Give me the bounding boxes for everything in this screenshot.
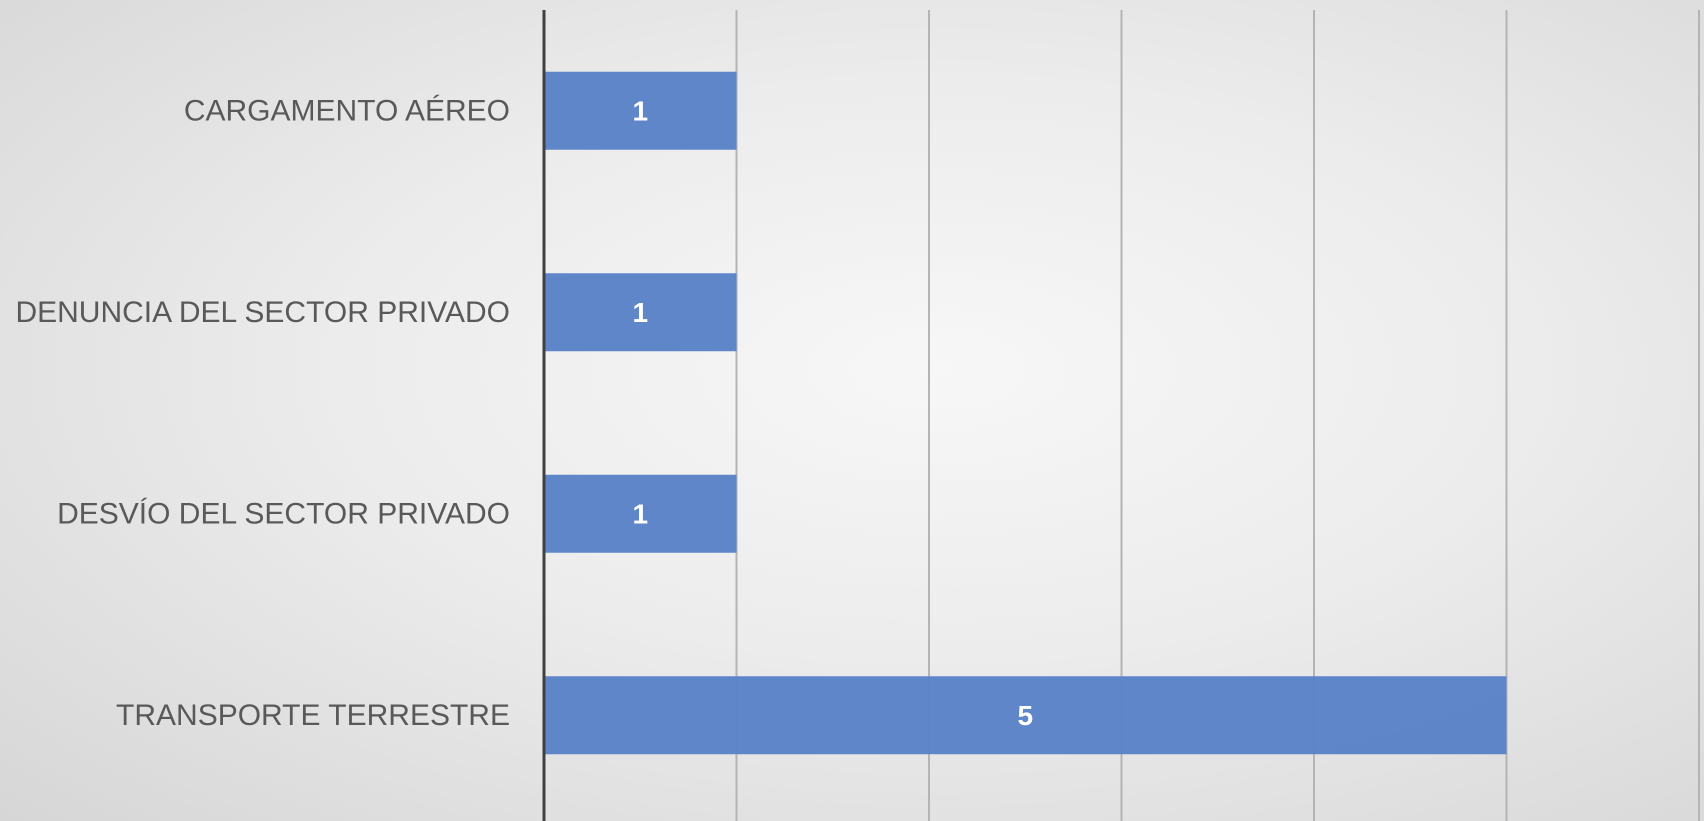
category-label: TRANSPORTE TERRESTRE [116,699,510,732]
bar [545,273,737,352]
bars [545,71,1507,755]
bar [545,676,1507,755]
bar [545,474,737,553]
data-label: 1 [632,297,648,328]
data-label: 1 [632,498,648,529]
data-label: 5 [1017,700,1033,731]
category-label: CARGAMENTO AÉREO [184,94,510,127]
data-labels: 1 1 1 5 [632,95,1033,731]
bar [545,71,737,150]
data-label: 1 [632,95,648,126]
category-labels: CARGAMENTO AÉREO DENUNCIA DEL SECTOR PRIV… [15,94,510,732]
category-label: DENUNCIA DEL SECTOR PRIVADO [15,296,510,329]
category-label: DESVÍO DEL SECTOR PRIVADO [57,497,510,530]
